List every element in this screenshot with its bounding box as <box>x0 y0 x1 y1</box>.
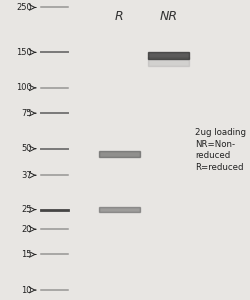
Text: 250: 250 <box>16 3 32 12</box>
Text: 2ug loading
NR=Non-
reduced
R=reduced: 2ug loading NR=Non- reduced R=reduced <box>195 128 246 172</box>
Bar <box>99 207 139 212</box>
Bar <box>148 52 188 59</box>
Text: 10: 10 <box>22 286 32 295</box>
Text: 150: 150 <box>16 48 32 57</box>
Text: 15: 15 <box>22 250 32 259</box>
Text: 25: 25 <box>22 205 32 214</box>
Text: 20: 20 <box>22 225 32 234</box>
Text: 50: 50 <box>22 144 32 153</box>
Bar <box>148 57 188 66</box>
Text: 100: 100 <box>16 83 32 92</box>
Text: 75: 75 <box>21 109 32 118</box>
Text: 37: 37 <box>21 171 32 180</box>
Bar <box>99 151 139 158</box>
Text: NR: NR <box>159 10 177 23</box>
Text: R: R <box>114 10 123 23</box>
